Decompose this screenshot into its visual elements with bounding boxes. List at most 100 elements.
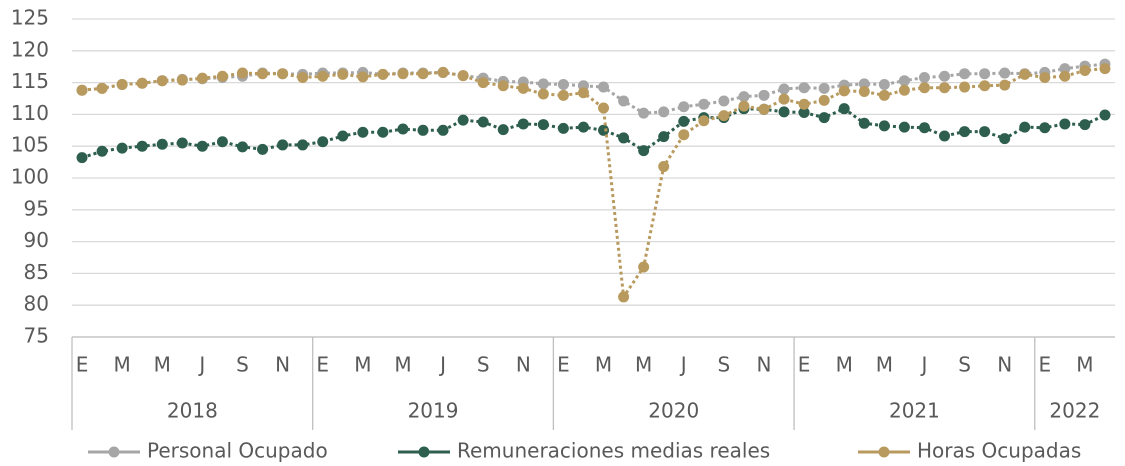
data-point <box>878 79 890 91</box>
data-point <box>618 291 630 303</box>
data-point <box>116 79 128 91</box>
x-tick-label: M <box>635 353 652 377</box>
x-tick-label: S <box>477 353 490 377</box>
data-point <box>658 131 670 143</box>
legend-label: Personal Ocupado <box>147 439 328 463</box>
x-tick-label: J <box>438 353 446 377</box>
data-point <box>297 139 309 151</box>
data-point <box>277 68 289 80</box>
data-point <box>337 68 349 80</box>
x-tick-label: S <box>718 353 731 377</box>
data-point <box>437 124 449 136</box>
data-point <box>678 129 690 141</box>
data-point <box>196 72 208 84</box>
data-point <box>1059 63 1071 75</box>
data-point <box>858 117 870 129</box>
data-point <box>1039 122 1051 134</box>
data-point <box>618 132 630 144</box>
data-point <box>638 107 650 119</box>
data-point <box>838 85 850 97</box>
data-point <box>537 78 549 90</box>
legend-label: Remuneraciones medias reales <box>457 439 770 463</box>
data-point <box>357 71 369 83</box>
data-point <box>898 75 910 87</box>
data-point <box>818 82 830 94</box>
series-line <box>81 67 1106 302</box>
x-tick-label: S <box>958 353 971 377</box>
data-point <box>96 145 108 157</box>
data-point <box>136 140 148 152</box>
data-point <box>377 126 389 138</box>
data-point <box>959 81 971 93</box>
data-point <box>939 82 951 94</box>
data-point <box>257 143 269 155</box>
data-point <box>537 119 549 131</box>
data-point <box>397 123 409 135</box>
data-point <box>1039 72 1051 84</box>
data-point <box>858 78 870 90</box>
data-point <box>557 122 569 134</box>
data-point <box>477 77 489 89</box>
data-point <box>598 102 610 114</box>
x-group-label: 2020 <box>648 399 699 423</box>
data-point <box>76 84 88 96</box>
x-group-label: 2019 <box>408 399 459 423</box>
series-line <box>81 62 1106 115</box>
data-point <box>638 145 650 157</box>
x-tick-label: S <box>236 353 249 377</box>
data-point <box>236 141 248 153</box>
x-tick-label: E <box>1038 353 1051 377</box>
x-group-label: 2018 <box>167 399 218 423</box>
legend-label: Horas Ocupadas <box>917 439 1081 463</box>
data-point <box>898 121 910 133</box>
y-tick-label: 85 <box>24 260 49 284</box>
data-point <box>818 94 830 106</box>
data-point <box>939 70 951 82</box>
y-tick-label: 95 <box>24 196 49 220</box>
x-tick-label: M <box>595 353 612 377</box>
x-tick-label: E <box>76 353 89 377</box>
data-point <box>959 68 971 80</box>
y-tick-label: 105 <box>11 133 49 157</box>
data-point <box>457 114 469 126</box>
data-point <box>1079 65 1091 77</box>
data-point <box>718 110 730 122</box>
data-point <box>878 120 890 132</box>
data-point <box>1059 118 1071 130</box>
data-point <box>598 81 610 93</box>
data-point <box>1099 109 1111 121</box>
y-tick-label: 100 <box>11 165 49 189</box>
data-point <box>1019 121 1031 133</box>
x-tick-label: N <box>516 353 531 377</box>
series-line <box>81 106 1106 160</box>
data-point <box>698 98 710 110</box>
data-point <box>176 137 188 149</box>
data-point <box>397 68 409 80</box>
data-point <box>156 75 168 87</box>
y-tick-label: 125 <box>11 6 49 30</box>
y-tick-label: 120 <box>11 37 49 61</box>
legend-marker <box>108 446 120 458</box>
data-point <box>818 112 830 124</box>
legend-marker <box>878 446 890 458</box>
x-tick-label: M <box>876 353 893 377</box>
data-point <box>658 161 670 173</box>
data-point <box>999 79 1011 91</box>
x-tick-label: M <box>114 353 131 377</box>
data-point <box>878 89 890 101</box>
data-point <box>838 103 850 115</box>
data-point <box>317 70 329 82</box>
data-point <box>216 70 228 82</box>
data-point <box>658 106 670 118</box>
data-point <box>457 70 469 82</box>
data-point <box>798 98 810 110</box>
data-point <box>678 101 690 113</box>
y-tick-label: 75 <box>24 324 49 348</box>
data-point <box>297 72 309 84</box>
x-tick-label: J <box>197 353 205 377</box>
data-point <box>638 261 650 273</box>
data-point <box>939 130 951 142</box>
data-point <box>216 136 228 148</box>
data-point <box>96 82 108 94</box>
